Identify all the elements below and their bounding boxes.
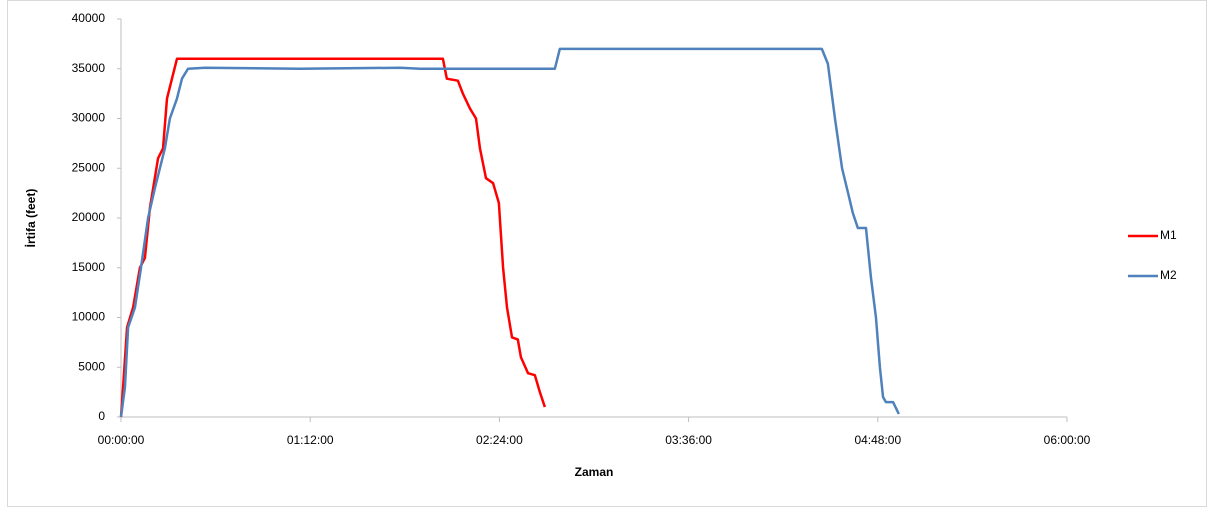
y-tick-label: 15000 [72,260,106,274]
chart-border [7,0,1207,507]
x-tick-label: 02:24:00 [476,433,523,447]
y-tick-label: 30000 [72,111,106,125]
x-tick-label: 04:48:00 [854,433,901,447]
legend-label: M2 [1160,268,1177,282]
x-tick-label: 06:00:00 [1044,433,1091,447]
series-line [119,47,900,418]
y-tick-label: 25000 [72,160,106,174]
x-tick-label: 00:00:00 [98,433,145,447]
y-tick-label: 5000 [78,359,105,373]
y-tick-label: 20000 [72,210,106,224]
y-axis-label: İrtifa (feet) [23,189,38,248]
x-tick-label: 03:36:00 [665,433,712,447]
legend-label: M1 [1160,228,1177,242]
y-tick-label: 40000 [72,11,106,25]
series-line [119,57,547,418]
x-tick-label: 01:12:00 [287,433,334,447]
y-tick-label: 10000 [72,310,106,324]
y-tick-label: 0 [98,409,105,423]
x-axis-label: Zaman [575,465,614,479]
y-tick-label: 35000 [72,61,106,75]
